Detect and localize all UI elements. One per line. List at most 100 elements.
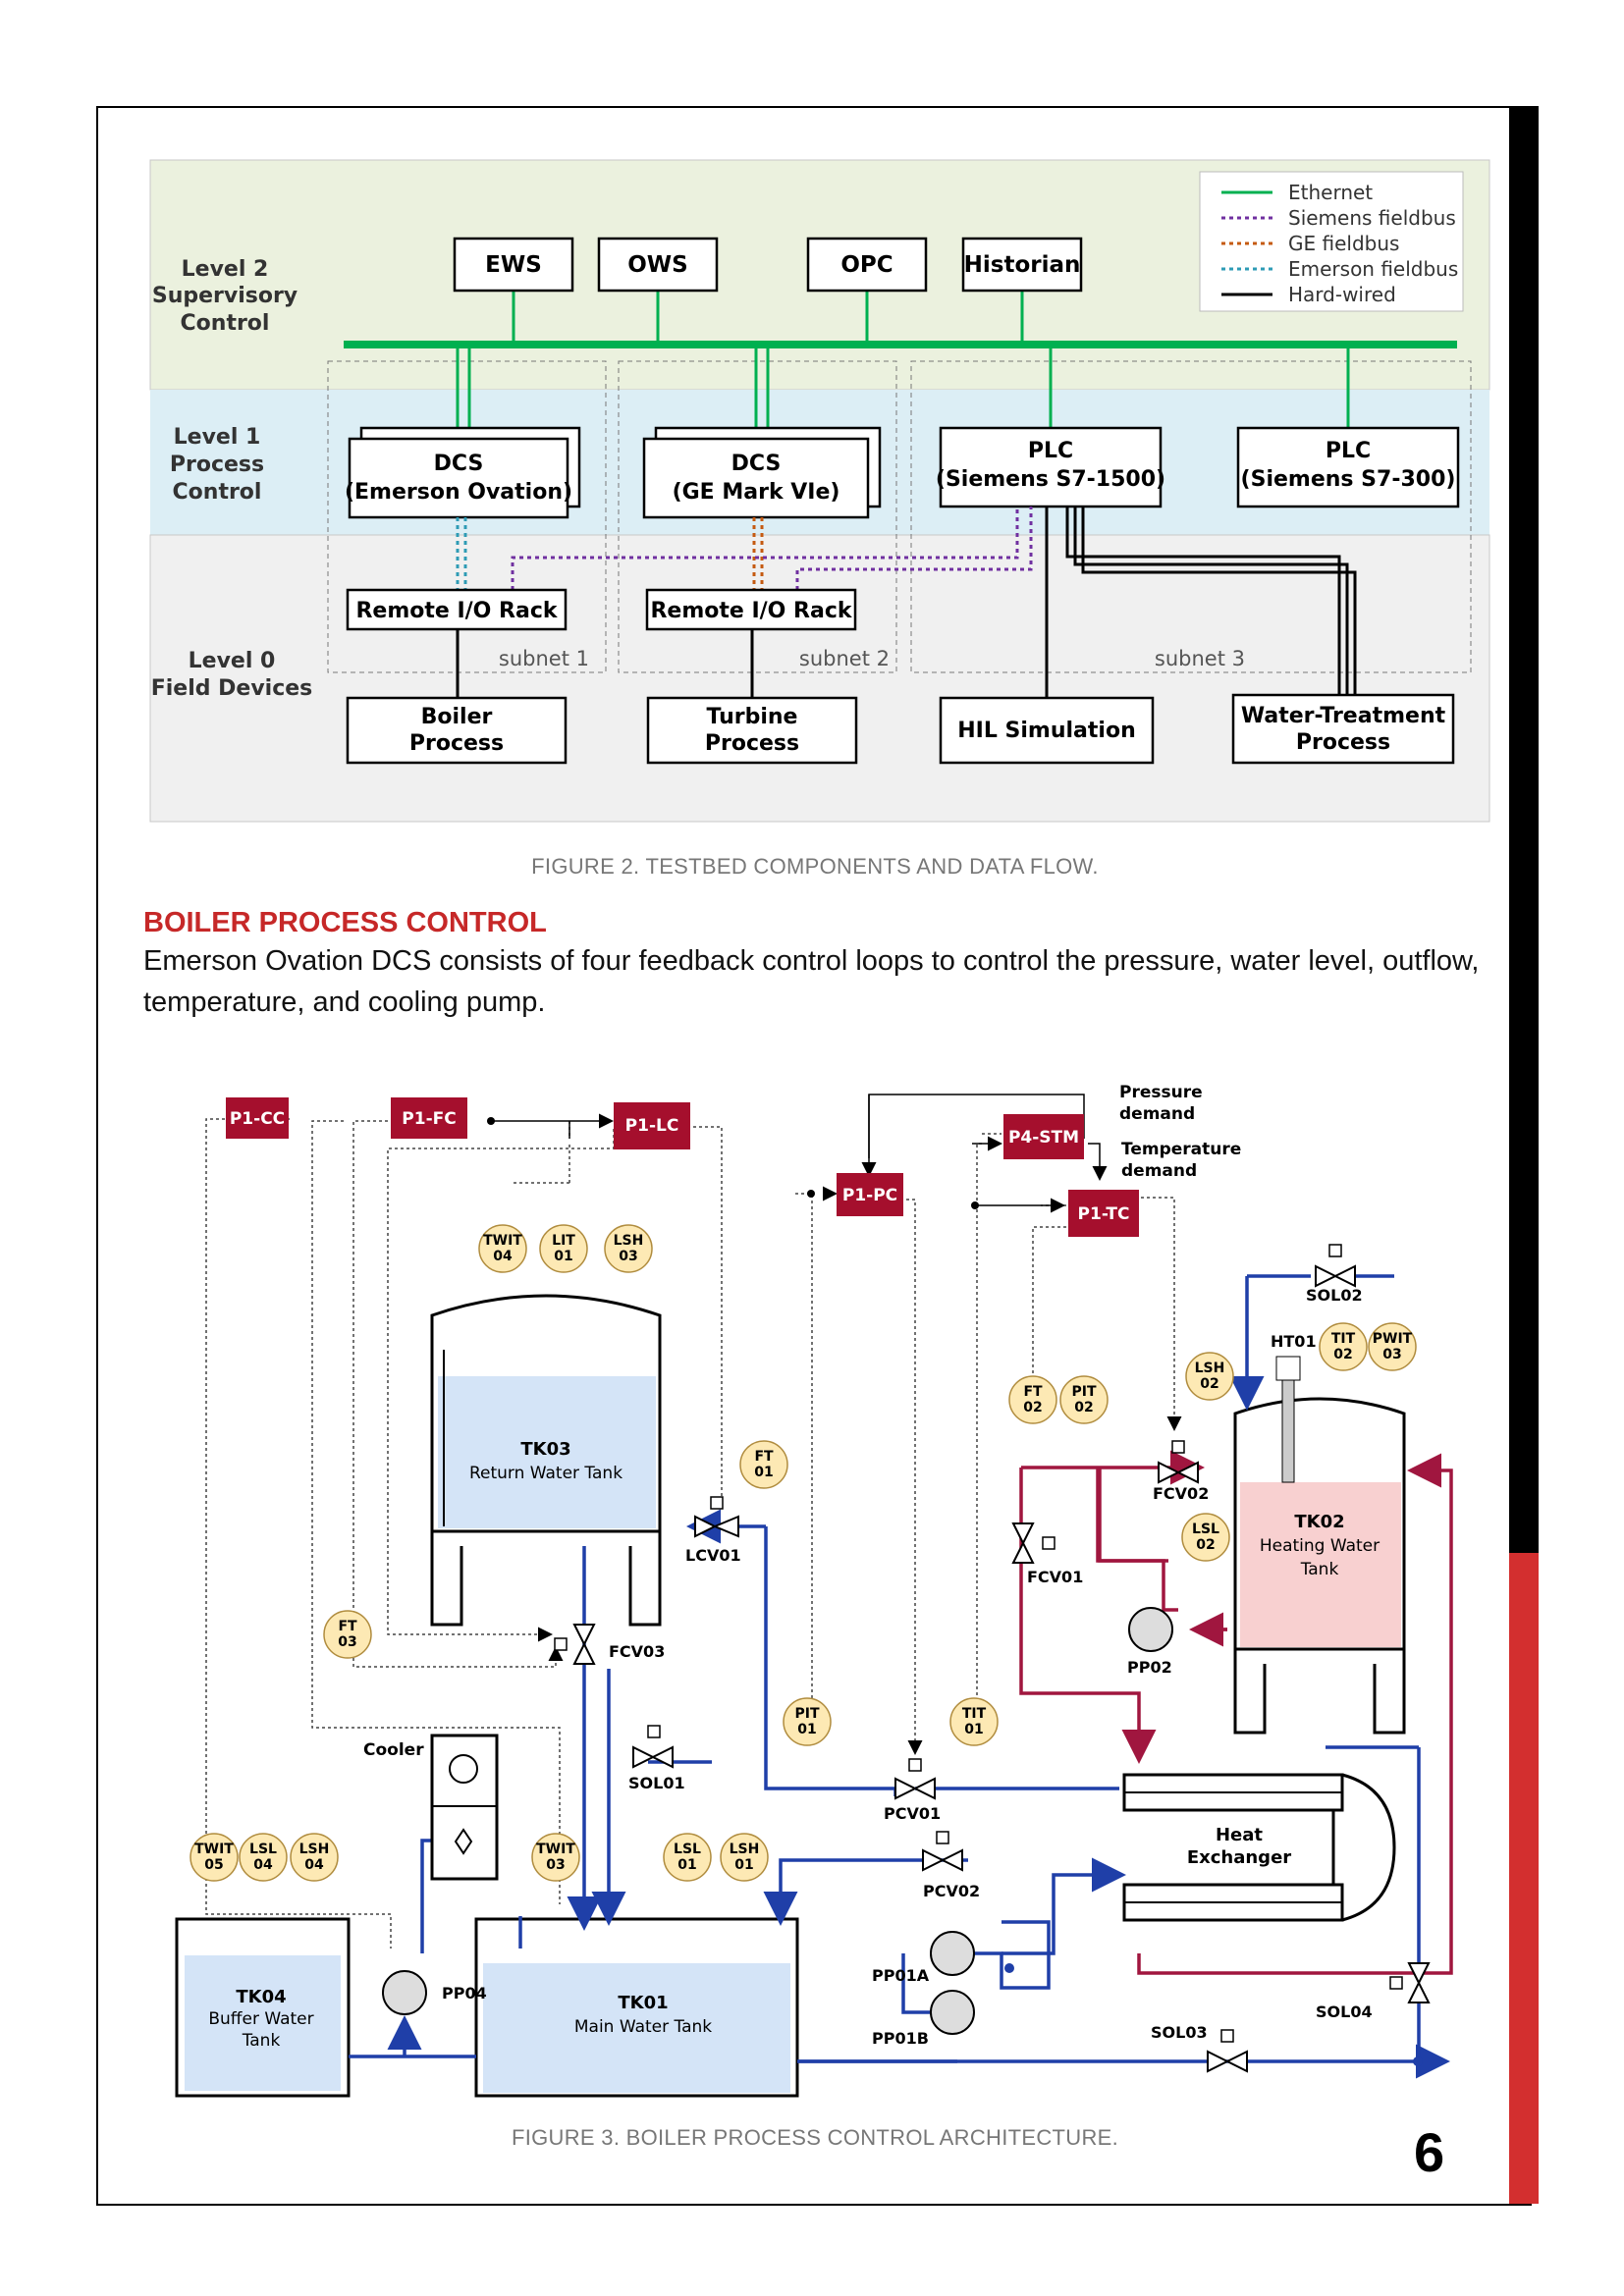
svg-text:03: 03 xyxy=(338,1634,356,1650)
svg-text:LSL: LSL xyxy=(1192,1522,1219,1537)
remote-io-rack-1: Remote I/O Rack xyxy=(355,599,558,623)
hil-simulation: HIL Simulation xyxy=(957,719,1135,743)
sol04-label: SOL04 xyxy=(1316,2002,1373,2021)
tk03-return-water-tank: TK03 Return Water Tank xyxy=(430,1294,662,1627)
temperature-demand-line1: Temperature xyxy=(1121,1140,1241,1159)
section-heading: BOILER PROCESS CONTROL xyxy=(143,907,547,938)
opc-node: OPC xyxy=(840,252,893,278)
p1-tc-controller: P1-TC xyxy=(1078,1204,1130,1224)
sol03-label: SOL03 xyxy=(1151,2023,1208,2042)
svg-text:LSH: LSH xyxy=(614,1233,644,1249)
svg-text:TWIT: TWIT xyxy=(536,1842,575,1857)
svg-text:Level 1: Level 1 xyxy=(174,425,261,450)
svg-text:01: 01 xyxy=(754,1465,773,1480)
turbine-process-title: Turbine xyxy=(707,705,798,729)
p1-fc-controller: P1-FC xyxy=(402,1109,456,1129)
svg-text:LSH: LSH xyxy=(730,1842,760,1857)
svg-text:04: 04 xyxy=(253,1857,273,1873)
svg-text:02: 02 xyxy=(1074,1400,1093,1415)
svg-text:LIT: LIT xyxy=(552,1233,575,1249)
svg-text:03: 03 xyxy=(1382,1347,1401,1362)
svg-text:05: 05 xyxy=(204,1857,223,1873)
svg-text:02: 02 xyxy=(1333,1347,1352,1362)
svg-text:02: 02 xyxy=(1200,1376,1218,1392)
dcs-emerson-subtitle: (Emerson Ovation) xyxy=(345,480,572,505)
page-frame xyxy=(96,106,1532,2206)
svg-text:03: 03 xyxy=(546,1857,565,1873)
figure-3-caption: FIGURE 3. BOILER PROCESS CONTROL ARCHITE… xyxy=(511,2125,1119,2150)
pressure-demand-line2: demand xyxy=(1119,1104,1195,1124)
pp01b-label: PP01B xyxy=(872,2029,929,2048)
svg-text:01: 01 xyxy=(734,1857,753,1873)
svg-text:01: 01 xyxy=(964,1722,983,1737)
svg-text:Cooler: Cooler xyxy=(363,1740,424,1760)
boiler-process-title: Boiler xyxy=(421,705,493,729)
p1-lc-controller: P1-LC xyxy=(625,1116,679,1136)
section-paragraph: Emerson Ovation DCS consists of four fee… xyxy=(143,945,1480,1018)
svg-text:Return Water Tank: Return Water Tank xyxy=(469,1464,623,1483)
tk01-main-water-tank: TK01 Main Water Tank xyxy=(474,1917,799,2098)
svg-text:02: 02 xyxy=(1196,1537,1215,1553)
level-1-label: Level 1 Process Control xyxy=(170,425,264,505)
svg-text:02: 02 xyxy=(1023,1400,1042,1415)
pcv01-label: PCV01 xyxy=(884,1804,941,1823)
legend-ge: GE fieldbus xyxy=(1288,232,1399,255)
p4-stm-controller: P4-STM xyxy=(1008,1128,1079,1148)
subnet-1-label: subnet 1 xyxy=(499,647,589,670)
fcv01-label: FCV01 xyxy=(1027,1568,1083,1586)
svg-text:LSH: LSH xyxy=(299,1842,330,1857)
svg-text:03: 03 xyxy=(619,1249,637,1264)
figure-3-process-diagram: P1-CC P1-FC P1-LC P1-PC P4-STM P1-TC Pre… xyxy=(175,1083,1453,2098)
heat-exchanger: Heat Exchanger xyxy=(1122,1773,1396,1922)
dcs-ge-title: DCS xyxy=(731,452,782,476)
fcv02-label: FCV02 xyxy=(1153,1484,1209,1503)
svg-text:TWIT: TWIT xyxy=(483,1233,522,1249)
svg-text:FT: FT xyxy=(338,1619,357,1634)
plc-s7300-subtitle: (Siemens S7-300) xyxy=(1241,467,1456,492)
svg-text:Level 2: Level 2 xyxy=(182,257,269,282)
svg-text:FT: FT xyxy=(1023,1384,1043,1400)
sol02-label: SOL02 xyxy=(1306,1286,1363,1305)
svg-text:TK04: TK04 xyxy=(236,1987,286,2007)
temperature-demand-line2: demand xyxy=(1121,1161,1197,1181)
svg-text:Process: Process xyxy=(170,453,264,477)
svg-text:LSL: LSL xyxy=(249,1842,277,1857)
svg-text:TIT: TIT xyxy=(962,1706,987,1722)
pp02-label: PP02 xyxy=(1127,1658,1172,1677)
subnet-3-label: subnet 3 xyxy=(1155,647,1245,670)
svg-text:LSL: LSL xyxy=(674,1842,701,1857)
pp04-label: PP04 xyxy=(442,1984,487,2002)
figure-2-caption: FIGURE 2. TESTBED COMPONENTS AND DATA FL… xyxy=(531,854,1099,879)
svg-text:PWIT: PWIT xyxy=(1373,1331,1413,1347)
svg-text:Control: Control xyxy=(173,480,262,505)
svg-text:Control: Control xyxy=(181,311,270,336)
svg-text:Field Devices: Field Devices xyxy=(151,676,313,701)
subnet-2-label: subnet 2 xyxy=(799,647,890,670)
dcs-ge-subtitle: (GE Mark VIe) xyxy=(673,480,840,505)
svg-text:Buffer Water: Buffer Water xyxy=(208,2009,313,2029)
svg-text:TIT: TIT xyxy=(1331,1331,1356,1347)
turbine-process-subtitle: Process xyxy=(705,731,799,756)
svg-text:Tank: Tank xyxy=(1300,1560,1339,1579)
svg-text:04: 04 xyxy=(493,1249,513,1264)
svg-text:Exchanger: Exchanger xyxy=(1187,1847,1291,1868)
svg-text:FT: FT xyxy=(754,1449,774,1465)
tk02-heating-water-tank: TK02 Heating Water Tank xyxy=(1233,1356,1406,1735)
pressure-demand-line1: Pressure xyxy=(1119,1083,1203,1102)
legend-hardwired: Hard-wired xyxy=(1288,283,1396,306)
svg-text:01: 01 xyxy=(677,1857,696,1873)
